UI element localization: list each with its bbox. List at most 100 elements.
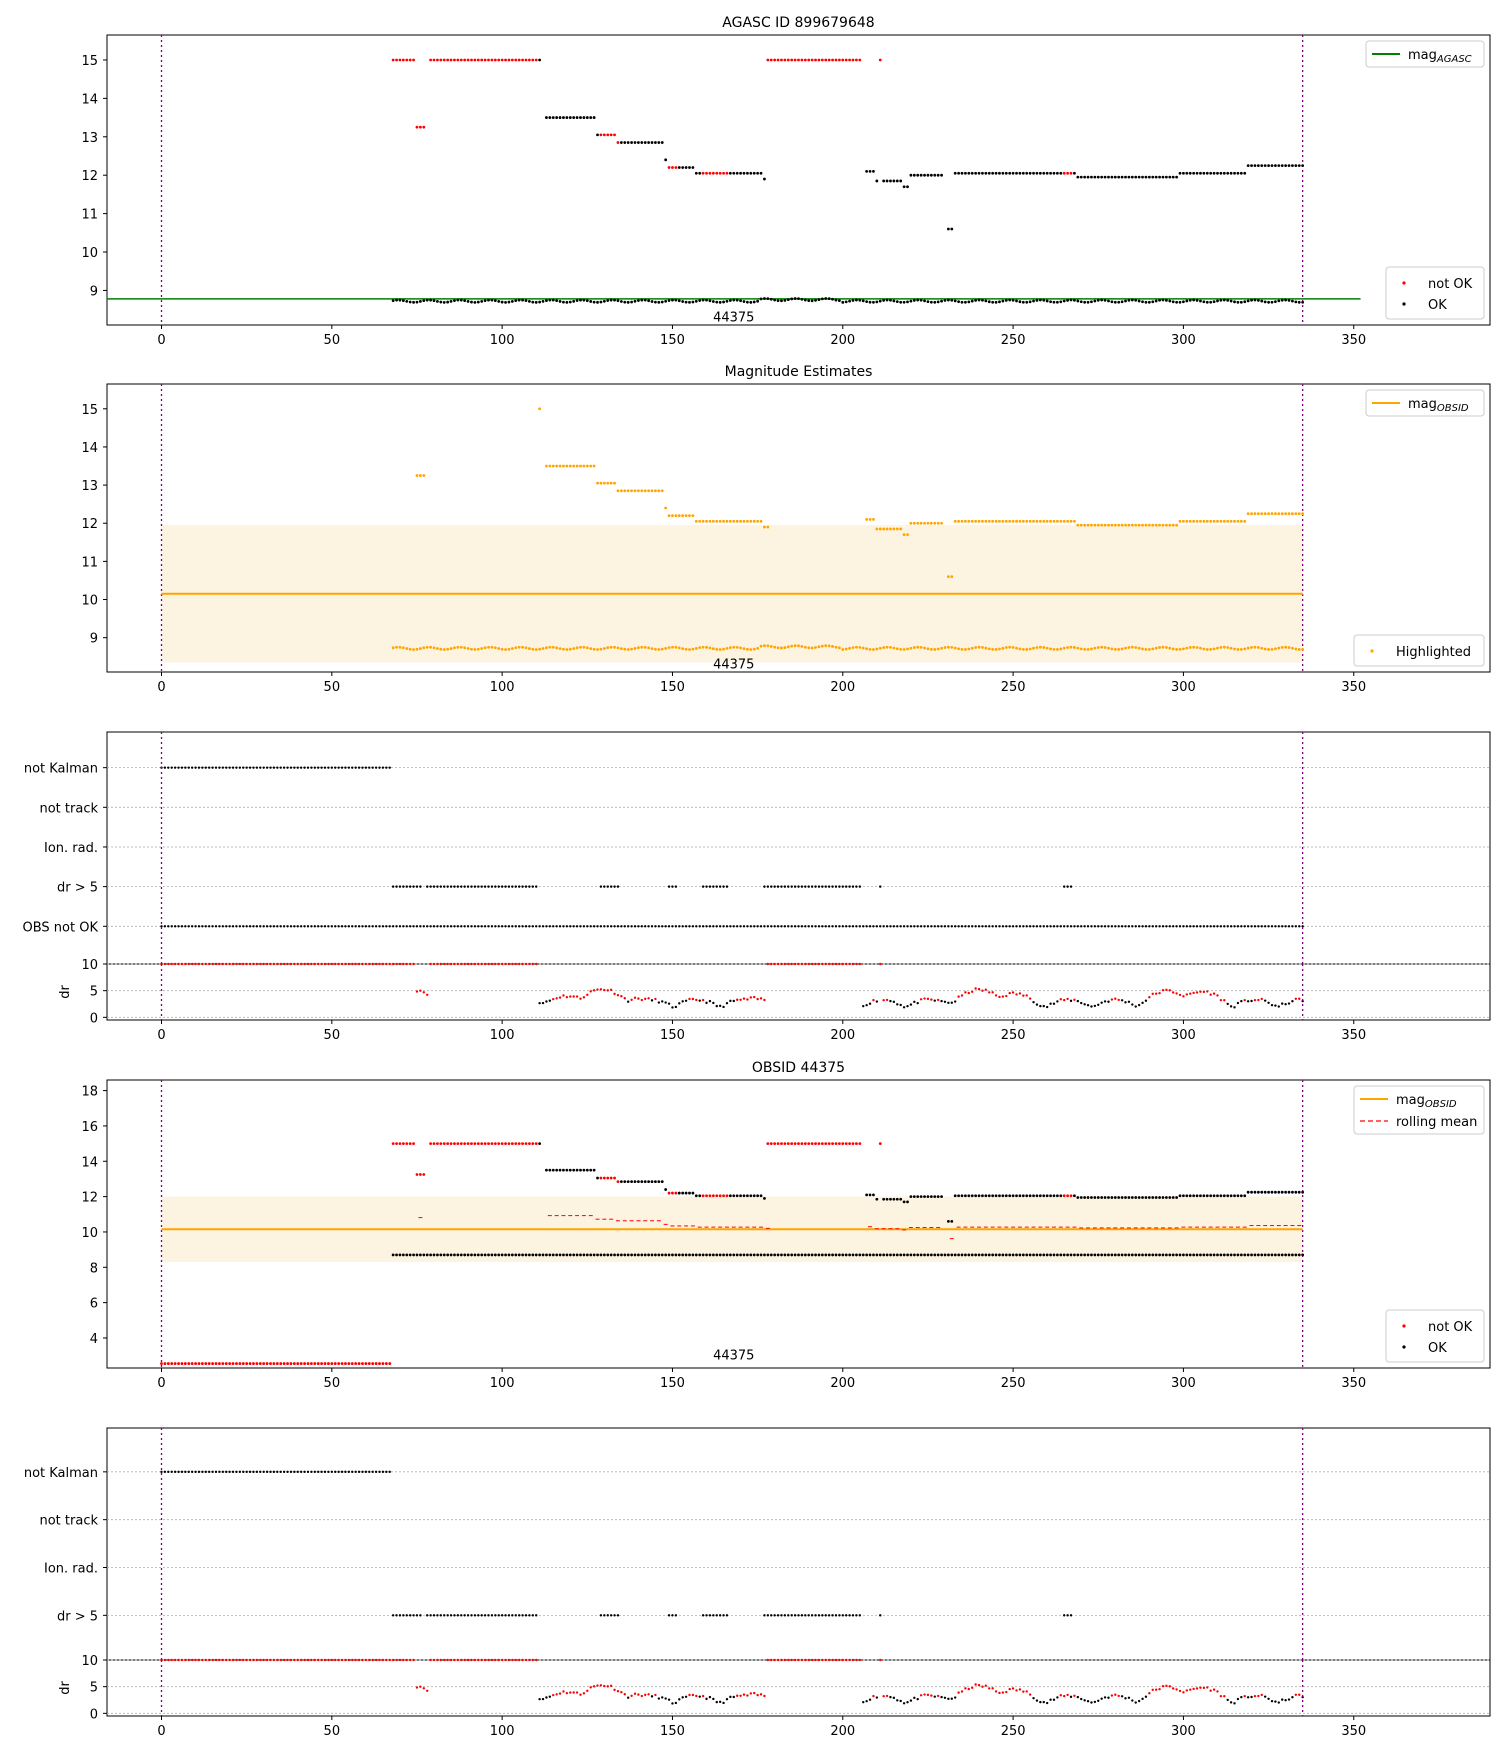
data-point [459,298,463,302]
dr-point [695,998,698,1002]
flag-point [848,885,851,888]
dr-point [514,1658,517,1662]
flag-point [228,766,231,769]
dr-point [1298,997,1301,1000]
data-point [1273,647,1277,651]
data-point [1103,523,1107,527]
flag-point [1018,925,1022,928]
data-point [800,1142,804,1146]
data-point [957,1194,961,1198]
data-point [1192,298,1196,302]
flag-point [947,925,950,928]
data-point [1297,1253,1301,1257]
data-point [524,299,528,303]
flag-point [276,766,279,769]
flag-point [1233,925,1236,928]
data-point [660,1180,664,1183]
data-point [837,646,841,650]
flag-point [766,885,770,888]
dr-point [834,962,838,966]
data-point [579,116,582,119]
flag-point [851,885,855,888]
dr-point [473,962,477,966]
dr-point [862,1700,865,1704]
data-point [834,645,838,649]
dr-point [889,1695,892,1699]
data-point [810,299,814,303]
flag-point [470,885,473,888]
data-point [1127,646,1131,649]
dr-point [378,1658,381,1662]
data-point [919,645,923,649]
dr-point [609,988,613,992]
flag-point [1008,925,1011,928]
data-point [1093,299,1097,303]
flag-point [718,925,722,928]
flag-point [722,925,725,928]
data-point [749,1194,753,1198]
data-point [1096,298,1100,302]
dr-point [1066,1693,1069,1697]
flag-point [783,925,787,928]
data-point [1052,1253,1056,1257]
flag-point [480,1614,483,1617]
dr-point [1131,1003,1134,1006]
data-point [735,171,739,175]
data-point [585,1168,589,1172]
data-point [589,647,593,651]
data-point [1083,300,1087,304]
flag-point [228,925,231,928]
dr-point [1090,1701,1093,1704]
flag-point [214,1470,218,1474]
dr-point [545,1696,548,1699]
dr-point [582,996,586,999]
flag-point [381,925,385,928]
data-point [711,300,715,303]
dr-point [228,962,231,966]
data-point [1144,175,1148,179]
flag-label: Ion. rad. [44,841,98,856]
data-point [919,1195,923,1199]
dr-point [500,962,504,966]
x-tick-label: 50 [324,333,341,348]
flag-point [742,925,746,928]
flag-point [160,925,163,928]
data-point [1004,646,1008,649]
data-point [1297,1190,1301,1194]
data-point [510,647,514,650]
data-point [964,1253,967,1257]
x-tick-label: 350 [1341,680,1366,695]
dr-point [255,962,259,966]
flag-point [1298,925,1301,928]
data-point [470,58,473,62]
flag-point [296,1470,299,1474]
dr-point [1144,1695,1148,1698]
data-point [490,645,494,649]
flag-point [521,925,524,928]
flag-point [269,925,272,928]
dr-point [190,1658,194,1662]
flag-point [623,925,626,928]
flag-point [449,885,453,888]
flag-point [616,1614,620,1617]
dr-point [824,962,827,966]
flag-point [701,925,705,928]
data-point [177,1362,180,1365]
data-point [837,1142,841,1146]
data-point [1096,646,1100,649]
dr-point [1028,1693,1032,1696]
flag-point [361,925,364,928]
dr-point [753,995,756,999]
flag-point [1274,925,1277,928]
dr-point [640,998,644,1002]
data-point [255,1362,259,1365]
dr-point [916,1697,919,1701]
dr-point [170,962,173,966]
data-point [824,297,828,300]
flag-point [177,1470,180,1474]
data-point [1267,300,1270,304]
data-point [1090,300,1093,304]
dr-point [780,962,783,966]
data-point [868,1193,872,1197]
data-point [735,298,739,302]
